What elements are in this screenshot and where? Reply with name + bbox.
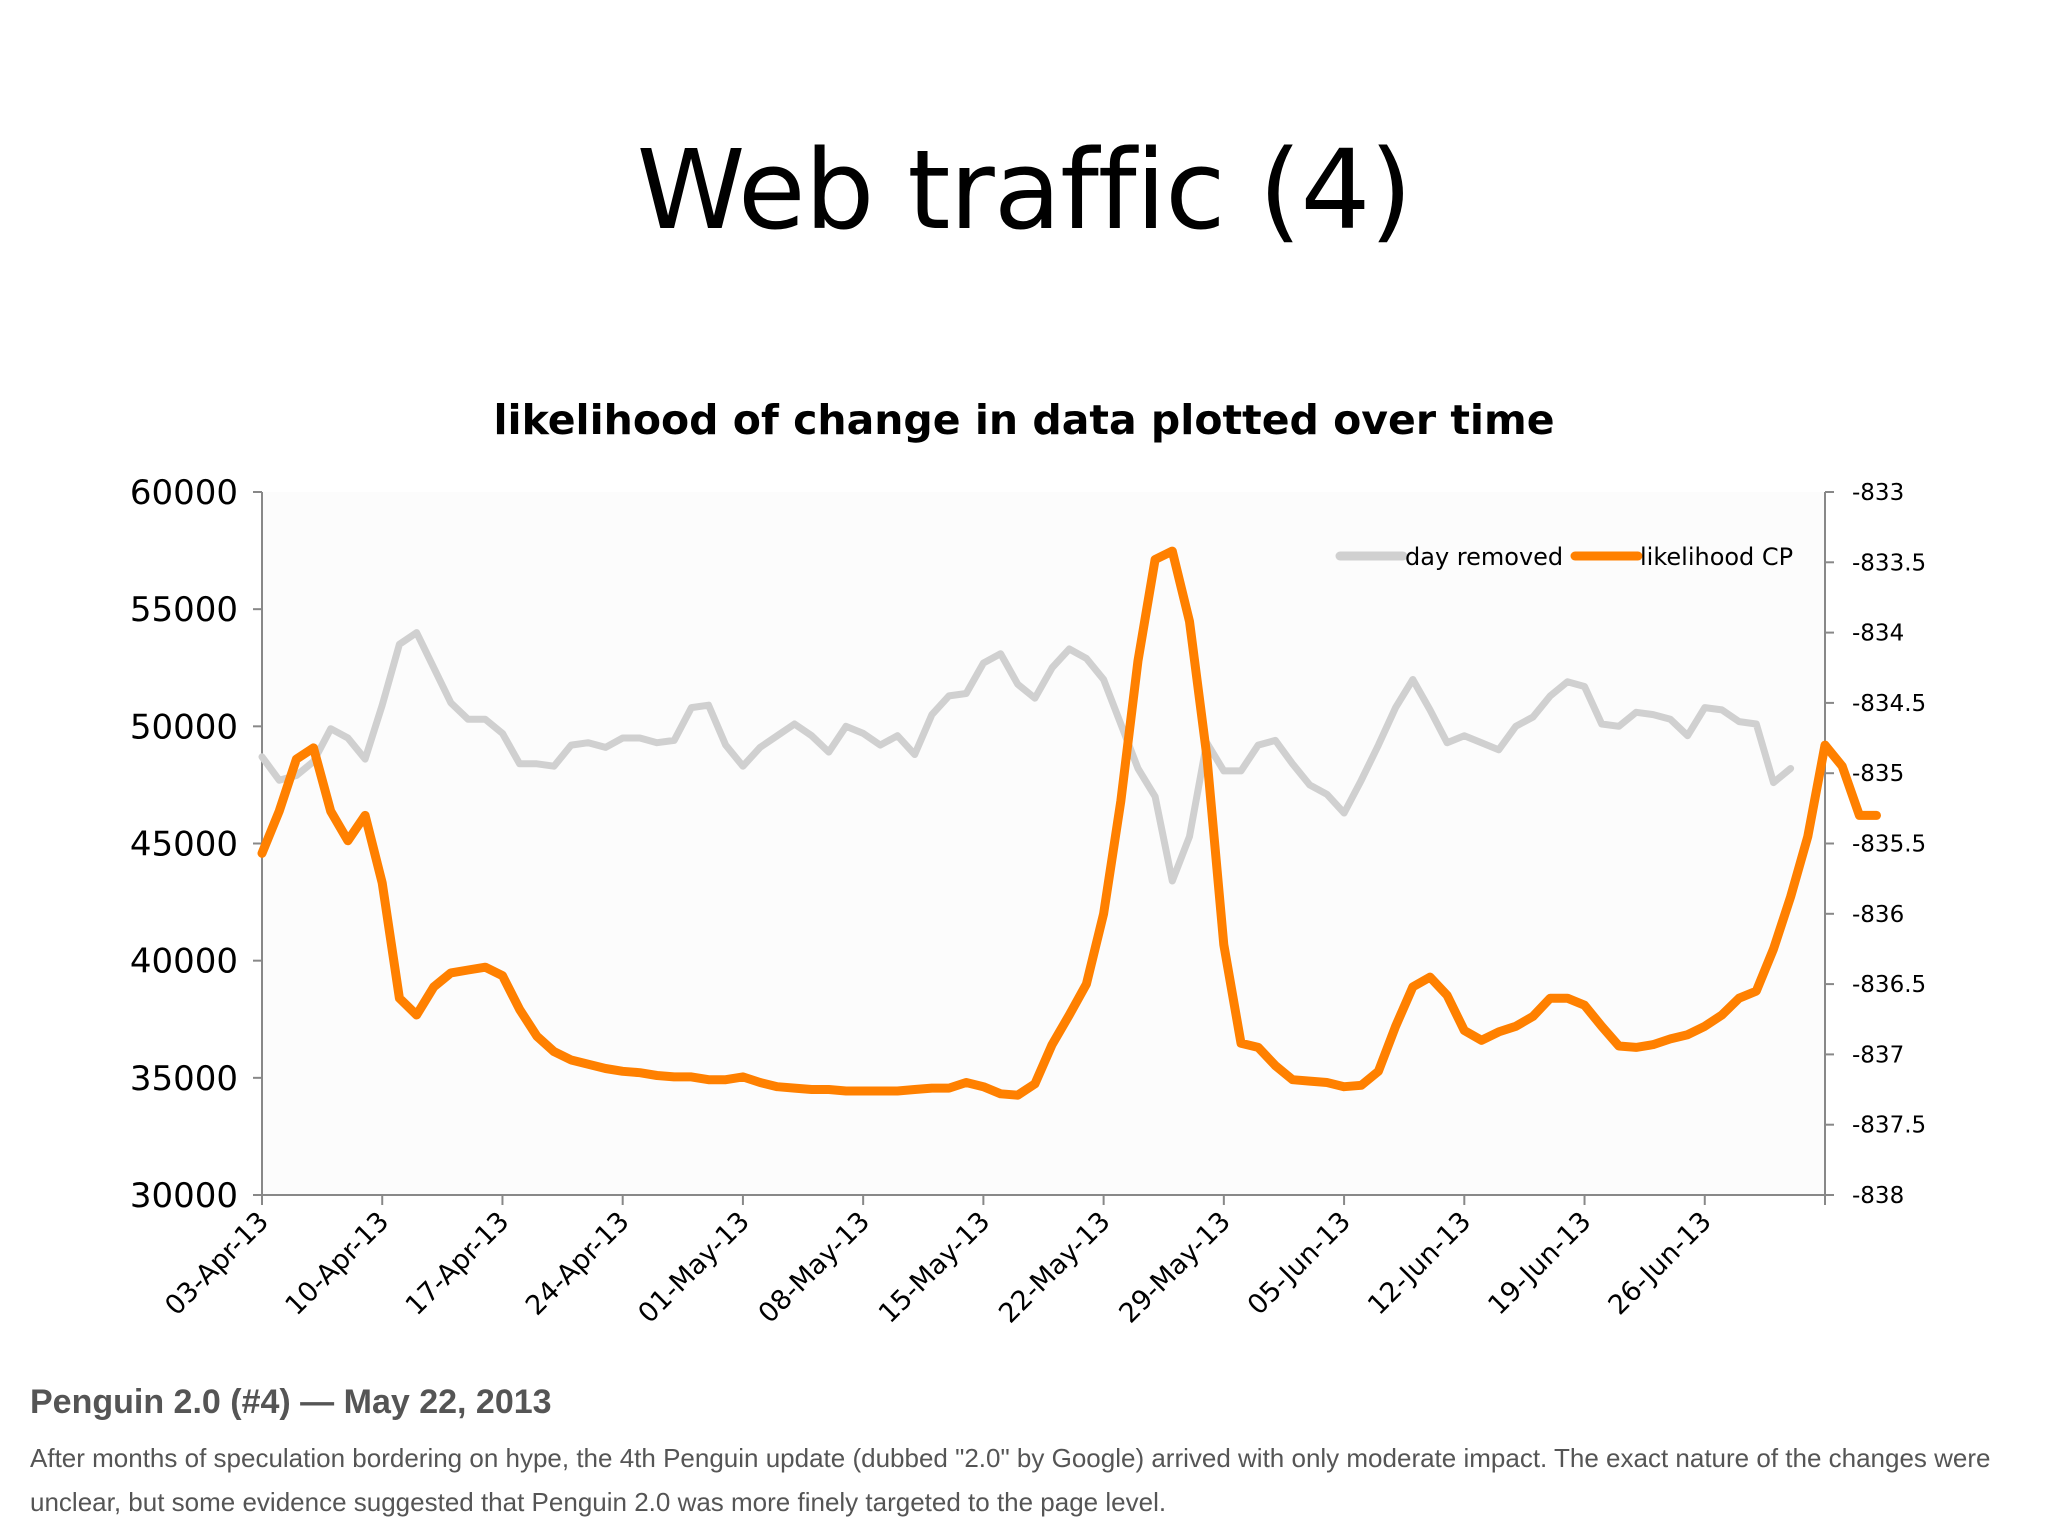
x-tick-label: 10-Apr-13 (280, 1206, 396, 1322)
x-tick-label: 26-Jun-13 (1603, 1206, 1718, 1321)
left-tick-label: 55000 (130, 590, 238, 630)
series-lines (257, 546, 1881, 1100)
caption-body: After months of speculation bordering on… (30, 1443, 1991, 1517)
x-tick-label: 08-May-13 (753, 1206, 876, 1329)
caption: Penguin 2.0 (#4) — May 22, 2013 After mo… (30, 1383, 2020, 1524)
right-tick-label: -836 (1852, 902, 1904, 928)
plot-area (262, 492, 1825, 1195)
right-tick-label: -838 (1852, 1183, 1904, 1209)
x-tick-label: 15-May-13 (873, 1206, 996, 1329)
legend-label: likelihood CP (1640, 543, 1793, 571)
right-tick-label: -834.5 (1852, 691, 1926, 717)
left-tick-label: 50000 (130, 707, 238, 747)
left-tick-label: 35000 (130, 1059, 238, 1099)
left-tick-label: 40000 (130, 942, 238, 982)
right-tick-label: -837 (1852, 1042, 1904, 1068)
left-tick-label: 30000 (130, 1176, 238, 1216)
right-tick-label: -836.5 (1852, 972, 1926, 998)
caption-heading: Penguin 2.0 (#4) — May 22, 2013 (30, 1383, 552, 1421)
x-tick-label: 29-May-13 (1113, 1206, 1236, 1329)
right-tick-label: -833 (1852, 480, 1904, 506)
x-tick-label: 24-Apr-13 (520, 1206, 636, 1322)
x-tick-label: 05-Jun-13 (1242, 1206, 1357, 1321)
series-line-day-removed (258, 629, 1795, 885)
right-axis-ticks: -838 -837.5 -837 -836.5 -836 -835.5 -835 -834.5… (1825, 480, 1926, 1209)
x-tick-label: 19-Jun-13 (1482, 1206, 1597, 1321)
right-tick-label: -837.5 (1852, 1113, 1926, 1139)
left-tick-label: 45000 (130, 825, 238, 865)
x-tick-label: 22-May-13 (993, 1206, 1116, 1329)
x-tick-label: 12-Jun-13 (1362, 1206, 1477, 1321)
right-tick-label: -834 (1852, 621, 1904, 647)
left-axis-ticks: 30000 35000 40000 45000 50000 55000 60000 (130, 473, 262, 1216)
x-tick-label: 03-Apr-13 (159, 1206, 275, 1322)
legend: day removed likelihood CP (1335, 543, 1793, 571)
right-tick-label: -833.5 (1852, 550, 1926, 576)
left-tick-label: 60000 (130, 473, 238, 513)
chart-title: likelihood of change in data plotted ove… (493, 396, 1554, 444)
x-tick-label: 17-Apr-13 (400, 1206, 516, 1322)
legend-label: day removed (1405, 543, 1563, 571)
right-tick-label: -835 (1852, 761, 1904, 787)
x-tick-label: 01-May-13 (632, 1206, 755, 1329)
plot-background (262, 492, 1825, 1195)
slide-title: Web traffic (4) (636, 126, 1413, 254)
x-axis-ticks: 03-Apr-13 10-Apr-13 17-Apr-13 24-Apr-1301-M… (159, 1195, 1826, 1329)
series-line-likelihood-cp (257, 546, 1881, 1100)
right-tick-label: -835.5 (1852, 832, 1926, 858)
